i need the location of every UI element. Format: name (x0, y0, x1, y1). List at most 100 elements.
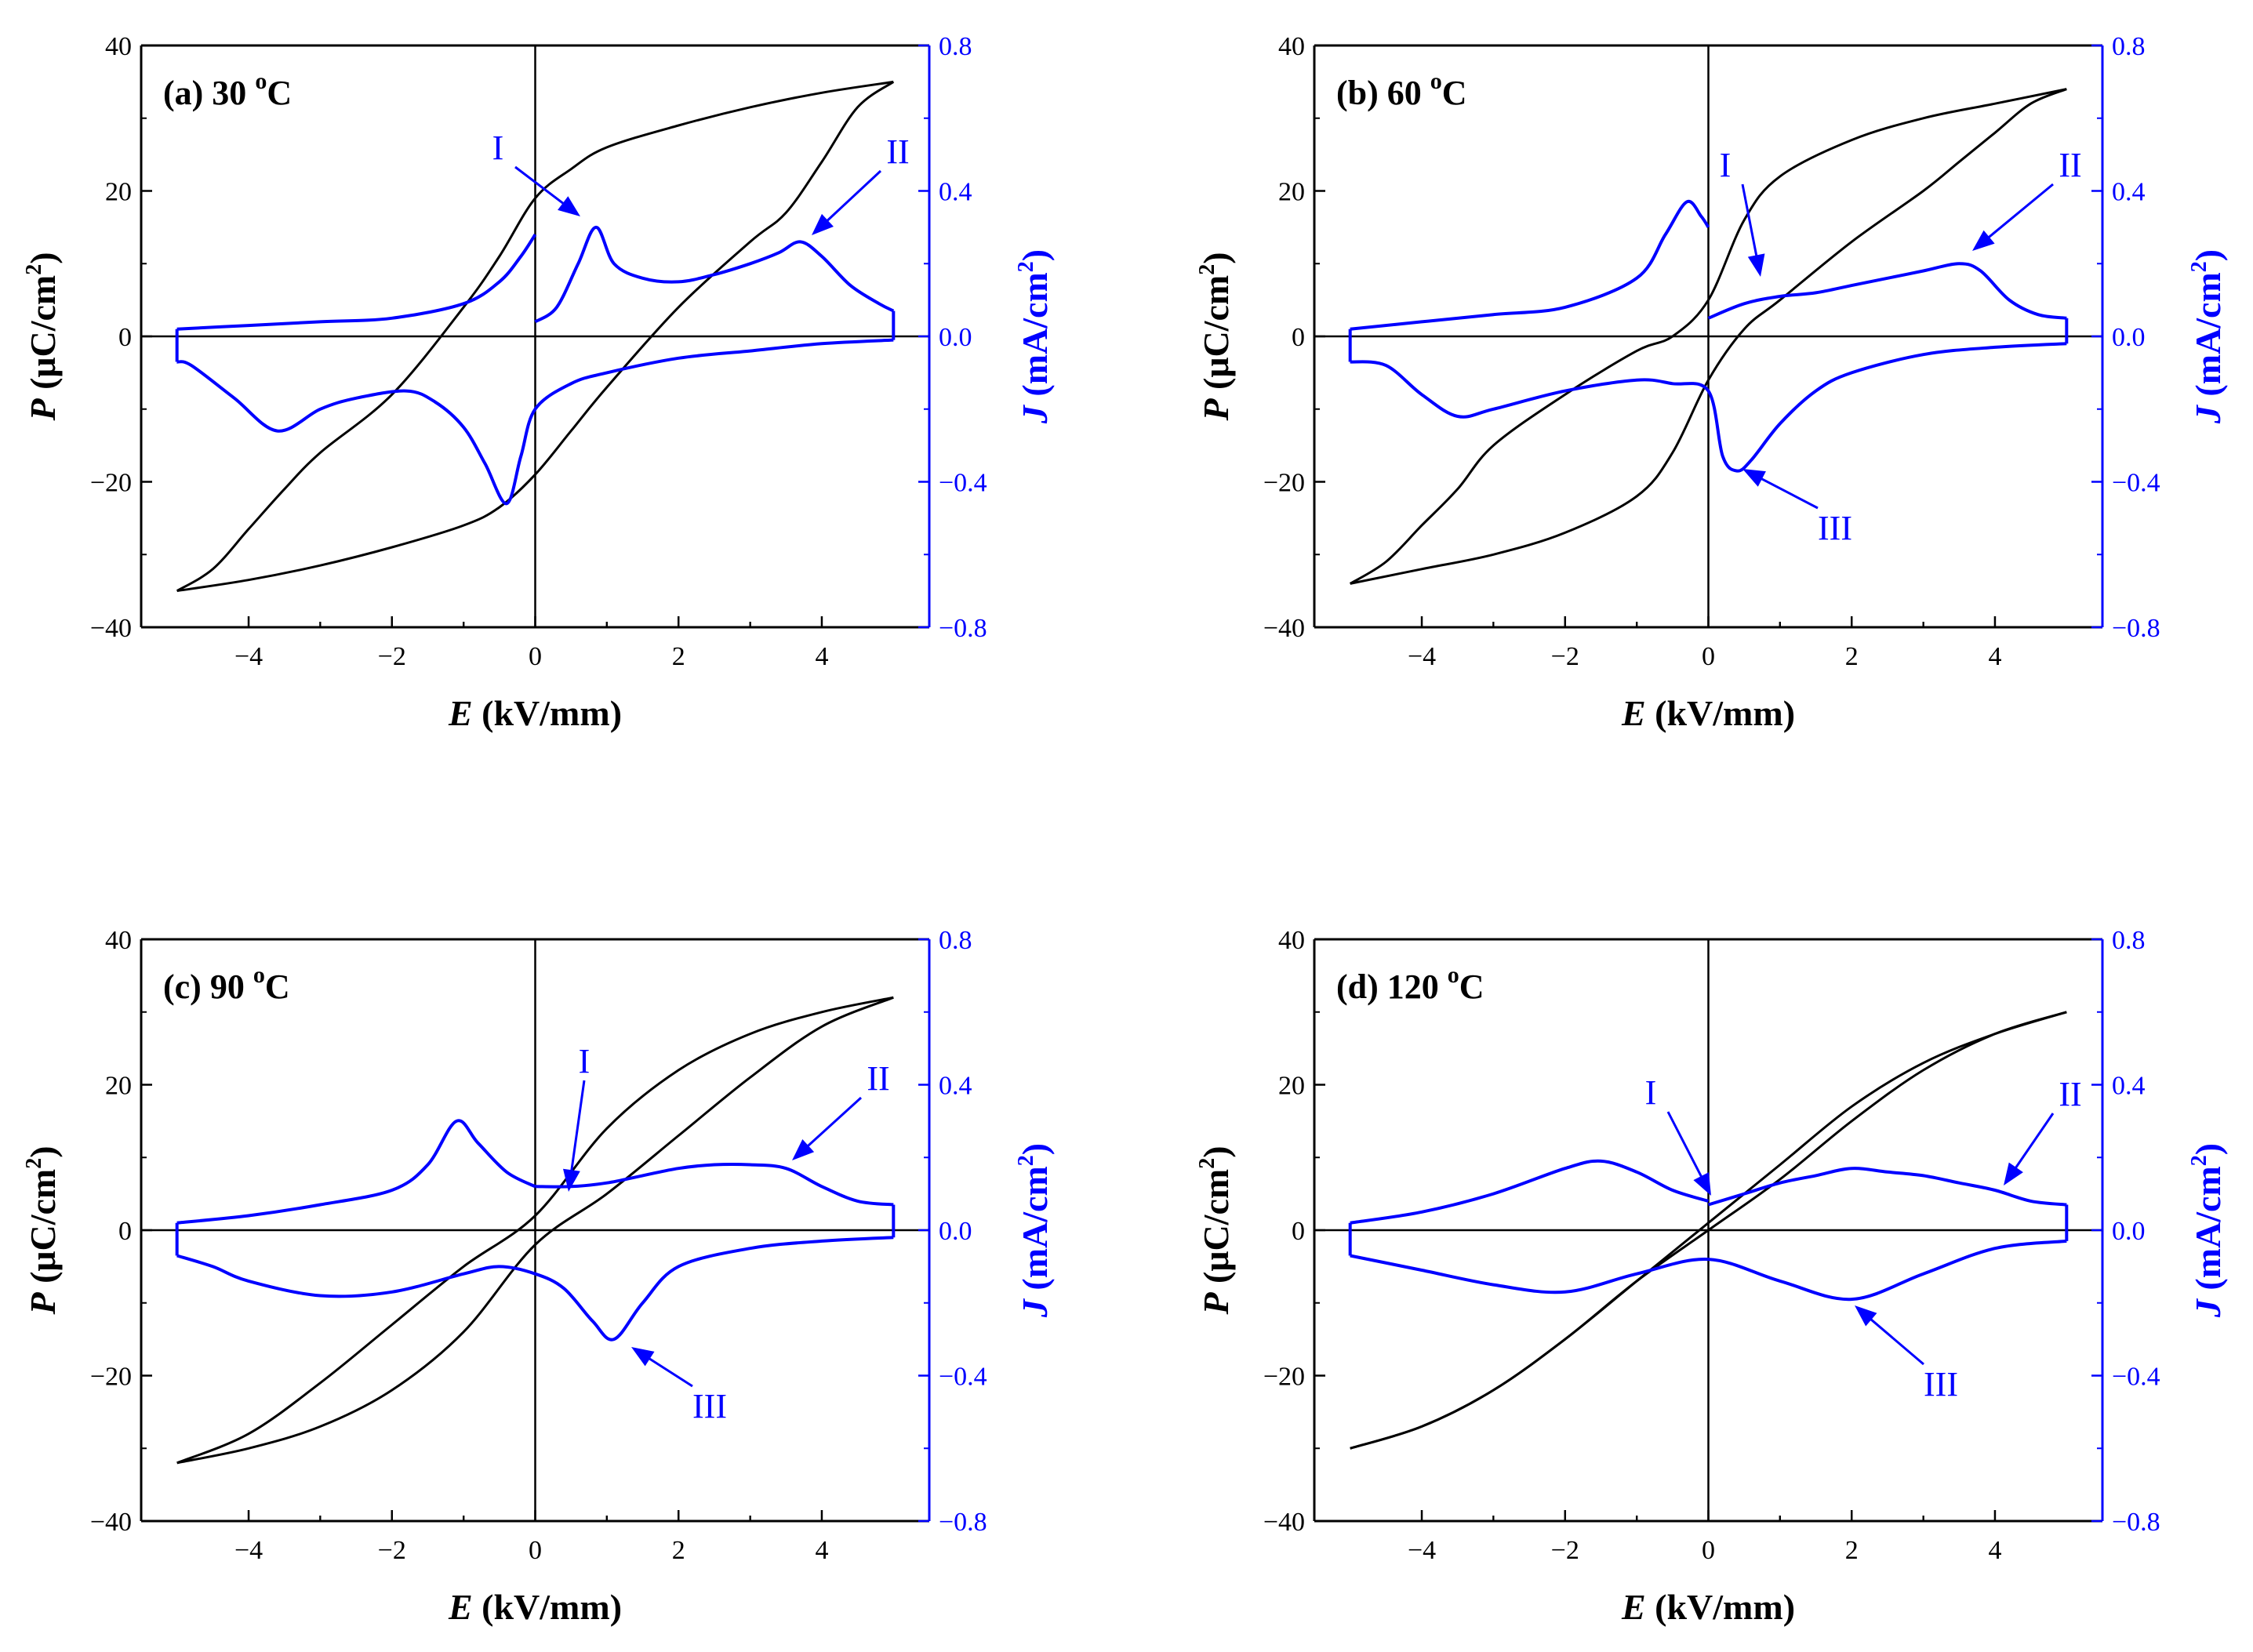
polarization-curve-2 (176, 996, 894, 1465)
annotation-arrowhead (1855, 1305, 1877, 1327)
y-left-tick-label: 40 (105, 926, 132, 955)
panel-label: (b) 60 oC (1336, 68, 1467, 112)
x-tick-label: −2 (378, 1536, 406, 1565)
current-curve-5 (176, 1119, 536, 1225)
current-curve-5 (1350, 1159, 1710, 1225)
y-right-tick-label: −0.8 (2112, 1508, 2160, 1537)
y-right-tick-label: 0.8 (2112, 926, 2146, 955)
x-axis-label: E (kV/mm) (448, 1587, 622, 1627)
y-right-axis-label: J (mA/cm2) (2187, 1143, 2228, 1318)
current-curve-3 (1707, 262, 2067, 320)
y-right-tick-label: −0.4 (2112, 1363, 2160, 1392)
x-tick-label: 0 (1702, 642, 1715, 671)
current-curve-3 (534, 225, 895, 324)
annotation-arrowhead (792, 1139, 815, 1160)
annotation-label: I (492, 129, 504, 167)
x-tick-label: −2 (1551, 642, 1579, 671)
y-right-tick-label: 0.8 (939, 926, 972, 955)
current-curve-5 (1350, 199, 1710, 331)
y-right-axis-label: J (mA/cm2) (2187, 249, 2228, 424)
y-right-tick-label: 0.0 (2112, 323, 2146, 352)
x-axis-label: E (kV/mm) (1621, 1587, 1795, 1627)
y-right-axis-label: J (mA/cm2) (1014, 1143, 1055, 1318)
y-right-tick-label: −0.4 (2112, 469, 2160, 498)
annotation-label: III (1924, 1365, 1958, 1403)
y-right-axis-label: J (mA/cm2) (1014, 249, 1055, 424)
annotation-label: I (1645, 1073, 1657, 1112)
x-tick-label: 0 (529, 1536, 542, 1565)
y-right-tick-label: 0.8 (2112, 32, 2146, 61)
y-right-tick-label: 0.0 (2112, 1217, 2146, 1246)
y-right-tick-label: 0.0 (939, 323, 972, 352)
y-right-tick-label: 0.0 (939, 1217, 972, 1246)
y-left-tick-label: −40 (1263, 1508, 1305, 1537)
annotation-arrow (642, 1353, 693, 1388)
y-left-tick-label: −20 (90, 1363, 132, 1392)
y-left-axis-label: P (μC/cm2) (22, 1146, 63, 1315)
annotation-label: I (1720, 146, 1732, 184)
annotation-arrow (821, 169, 882, 227)
annotation-arrow (514, 165, 570, 209)
annotation-arrowhead (563, 1168, 580, 1192)
annotation-arrow (801, 1096, 863, 1153)
annotation-label: II (886, 133, 909, 171)
current-curve-4 (176, 1236, 894, 1342)
x-tick-label: −2 (378, 642, 406, 671)
annotation-label: II (2059, 146, 2081, 184)
panel-label: (c) 90 oC (163, 962, 290, 1006)
annotation-arrowhead (558, 196, 580, 216)
annotation-arrowhead (1972, 230, 1995, 251)
polarization-curve-1 (176, 996, 894, 1465)
y-left-tick-label: −40 (90, 1508, 132, 1537)
current-curve-3 (535, 1162, 894, 1207)
y-right-tick-label: −0.4 (939, 469, 987, 498)
x-tick-label: 4 (815, 642, 828, 671)
annotation-arrowhead (631, 1347, 655, 1367)
y-left-tick-label: 0 (1292, 323, 1305, 352)
y-right-tick-label: −0.4 (939, 1363, 987, 1392)
y-left-tick-label: 40 (105, 32, 132, 61)
y-left-tick-label: −20 (1263, 469, 1305, 498)
y-left-tick-label: −20 (1263, 1363, 1305, 1392)
y-left-axis-label: P (μC/cm2) (22, 252, 63, 421)
polarization-curve-2 (1349, 88, 2067, 585)
y-left-tick-label: −40 (1263, 614, 1305, 643)
annotation-arrowhead (1693, 1172, 1711, 1196)
y-right-tick-label: −0.8 (939, 614, 987, 643)
y-left-tick-label: 20 (105, 178, 132, 207)
y-left-tick-label: 0 (118, 323, 132, 352)
annotation-arrowhead (1747, 253, 1765, 277)
polarization-curve-2 (176, 80, 894, 592)
y-right-tick-label: 0.4 (2112, 178, 2146, 207)
annotation-arrow (1982, 183, 2054, 243)
y-left-tick-label: −20 (90, 469, 132, 498)
annotation-label: III (1818, 509, 1852, 547)
annotation-label: III (692, 1387, 727, 1425)
annotation-arrow (2010, 1113, 2055, 1175)
x-tick-label: 4 (1988, 1536, 2001, 1565)
current-curve-4 (176, 338, 894, 506)
y-right-tick-label: 0.8 (939, 32, 972, 61)
y-left-axis-label: P (μC/cm2) (1195, 252, 1236, 421)
y-left-tick-label: 0 (1292, 1217, 1305, 1246)
x-tick-label: 0 (1702, 1536, 1715, 1565)
x-tick-label: 4 (815, 1536, 828, 1565)
current-curve-5 (176, 234, 537, 331)
annotation-arrow (1754, 474, 1819, 510)
y-left-tick-label: 20 (1278, 178, 1305, 207)
y-left-tick-label: 20 (1278, 1072, 1305, 1101)
x-tick-label: −4 (1408, 642, 1436, 671)
x-tick-label: −4 (234, 1536, 263, 1565)
y-left-tick-label: 20 (105, 1072, 132, 1101)
annotation-arrowhead (812, 213, 834, 235)
x-tick-label: 0 (529, 642, 542, 671)
y-right-tick-label: −0.8 (939, 1508, 987, 1537)
annotation-arrowhead (2004, 1162, 2023, 1185)
x-tick-label: −4 (1408, 1536, 1436, 1565)
annotation-arrow (569, 1080, 586, 1178)
y-right-tick-label: 0.4 (939, 178, 972, 207)
